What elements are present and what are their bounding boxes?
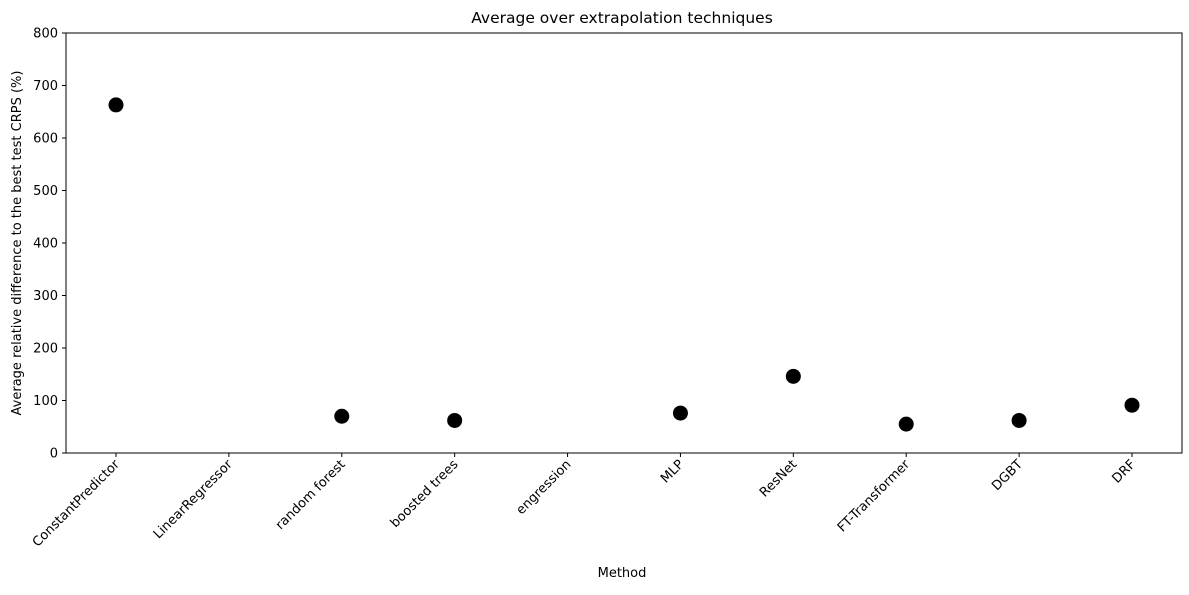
data-point bbox=[672, 405, 688, 421]
x-tick-label: ResNet bbox=[757, 457, 800, 500]
x-tick-label: engression bbox=[514, 457, 575, 518]
x-tick-label: DGBT bbox=[989, 457, 1026, 494]
y-tick-label: 200 bbox=[33, 342, 58, 357]
y-axis: 0 100 200 300 400 500 600 700 800 bbox=[33, 27, 66, 462]
data-point bbox=[334, 408, 350, 424]
x-tick-label: ConstantPredictor bbox=[30, 457, 123, 550]
y-tick-label: 400 bbox=[33, 237, 58, 252]
x-tick-label: random forest bbox=[273, 457, 349, 533]
y-tick-label: 300 bbox=[33, 289, 58, 304]
x-axis-label: Method bbox=[598, 566, 647, 581]
y-tick-label: 100 bbox=[33, 394, 58, 409]
y-tick-label: 700 bbox=[33, 79, 58, 94]
data-point bbox=[785, 368, 801, 384]
data-point bbox=[1011, 412, 1027, 428]
x-tick-label: boosted trees bbox=[388, 457, 462, 531]
x-axis: ConstantPredictor LinearRegressor random f… bbox=[30, 453, 1139, 550]
plot-frame bbox=[65, 32, 1183, 454]
data-point bbox=[447, 412, 463, 428]
x-tick-label: FT-Transformer bbox=[835, 457, 914, 536]
x-tick-label: MLP bbox=[658, 457, 687, 486]
data-point bbox=[898, 416, 914, 432]
data-points bbox=[108, 97, 1140, 432]
y-tick-label: 600 bbox=[33, 132, 58, 147]
y-tick-label: 0 bbox=[50, 447, 58, 462]
data-point bbox=[1124, 397, 1140, 413]
x-tick-label: DRF bbox=[1109, 457, 1138, 486]
chart-title: Average over extrapolation techniques bbox=[471, 9, 773, 27]
y-tick-label: 500 bbox=[33, 184, 58, 199]
y-tick-label: 800 bbox=[33, 27, 58, 42]
data-point bbox=[108, 97, 124, 113]
y-axis-label: Average relative difference to the best … bbox=[10, 71, 25, 416]
x-tick-label: LinearRegressor bbox=[151, 457, 236, 542]
